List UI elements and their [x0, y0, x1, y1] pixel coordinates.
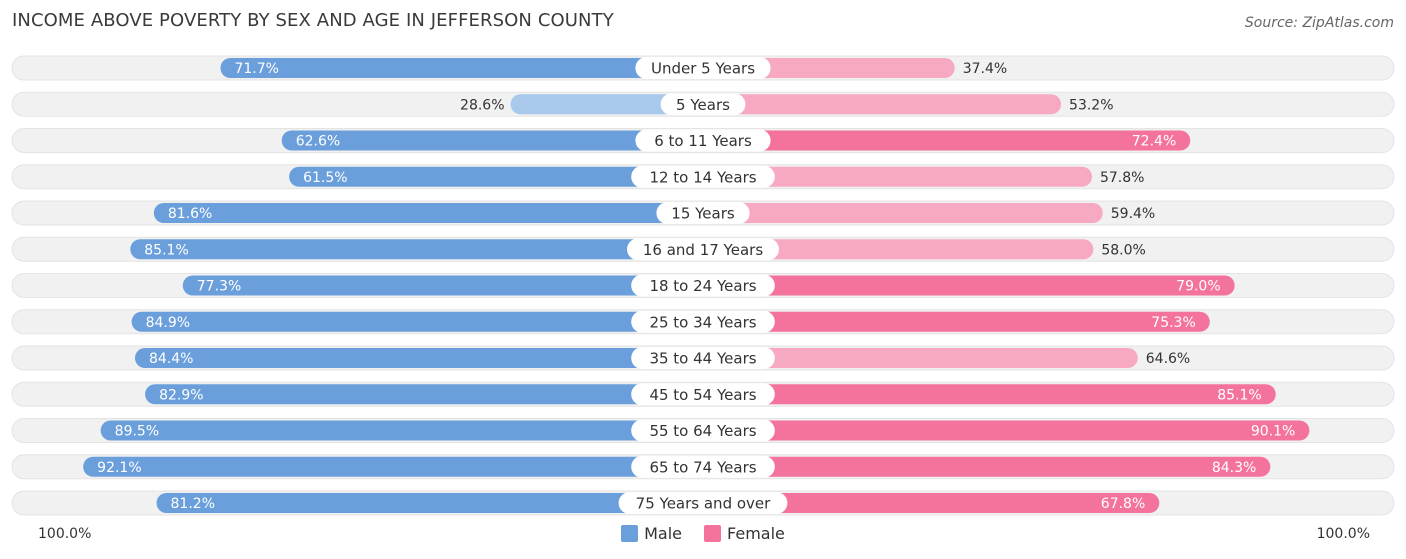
- category-pill: [631, 419, 775, 442]
- male-value-label: 84.9%: [146, 315, 190, 331]
- axis-left-label: 100.0%: [38, 526, 92, 542]
- male-value-label: 81.2%: [171, 496, 215, 512]
- category-label: 25 to 34 Years: [649, 313, 756, 331]
- female-value-label: 57.8%: [1100, 170, 1144, 186]
- female-value-label: 75.3%: [1151, 315, 1195, 331]
- bar-male: [156, 493, 704, 513]
- bar-male: [83, 456, 704, 477]
- bar-male: [220, 58, 704, 78]
- axis-right-label: 100.0%: [1316, 526, 1370, 542]
- bar-female: [703, 94, 1062, 115]
- category-pill: [656, 202, 750, 224]
- male-value-label: 82.9%: [159, 387, 203, 403]
- category-label: 15 Years: [671, 205, 735, 223]
- category-label: 45 to 54 Years: [649, 386, 756, 404]
- male-value-label: 81.6%: [168, 206, 212, 222]
- legend-label-male: Male: [644, 524, 683, 543]
- bar-male: [281, 130, 703, 151]
- male-value-label: 28.6%: [460, 97, 504, 113]
- female-value-label: 67.8%: [1101, 496, 1145, 512]
- female-value-label: 85.1%: [1217, 387, 1261, 403]
- bar-female: [703, 311, 1210, 332]
- male-value-label: 61.5%: [303, 170, 347, 186]
- bar-female: [703, 420, 1310, 441]
- bar-female: [703, 239, 1094, 260]
- bar-female: [703, 348, 1138, 368]
- bar-female: [703, 275, 1235, 296]
- female-value-label: 72.4%: [1132, 134, 1176, 150]
- category-label: 35 to 44 Years: [649, 350, 756, 368]
- bar-female: [703, 456, 1271, 477]
- bar-female: [703, 166, 1092, 187]
- category-pill: [635, 57, 771, 79]
- category-pill: [631, 274, 775, 297]
- female-value-label: 90.1%: [1251, 424, 1295, 440]
- bar-female: [703, 130, 1191, 151]
- bar-male: [182, 275, 703, 296]
- female-value-label: 79.0%: [1176, 279, 1220, 295]
- category-label: 55 to 64 Years: [649, 422, 756, 440]
- category-pill: [631, 347, 775, 369]
- female-value-label: 84.3%: [1212, 460, 1256, 476]
- legend-item-male[interactable]: Male: [621, 524, 682, 543]
- female-value-label: 37.4%: [963, 61, 1007, 77]
- male-value-label: 85.1%: [144, 242, 188, 258]
- legend-item-female[interactable]: Female: [704, 524, 785, 543]
- bar-male: [100, 420, 704, 441]
- male-value-label: 84.4%: [149, 351, 193, 367]
- bar-male: [153, 203, 703, 223]
- bar-male: [134, 348, 703, 368]
- category-label: 5 Years: [676, 96, 730, 114]
- legend: Male Female: [0, 524, 1406, 543]
- chart-title: INCOME ABOVE POVERTY BY SEX AND AGE IN J…: [12, 10, 614, 31]
- male-value-label: 92.1%: [97, 460, 141, 476]
- legend-swatch-male: [621, 525, 639, 542]
- legend-swatch-female: [704, 525, 722, 542]
- bar-male: [145, 384, 703, 405]
- category-label: 6 to 11 Years: [654, 132, 752, 150]
- source-credit: Source: ZipAtlas.com: [1244, 15, 1394, 31]
- category-pill: [627, 238, 779, 261]
- female-value-label: 64.6%: [1146, 351, 1190, 367]
- bar-chart: 71.7% 37.4% Under 5 Years 28.6% 53.2% 5 Years…: [11, 55, 1395, 516]
- bar-female: [703, 493, 1160, 513]
- bar-male: [510, 94, 703, 115]
- category-pill: [631, 165, 775, 188]
- category-pill: [631, 310, 775, 333]
- male-value-label: 89.5%: [115, 424, 159, 440]
- category-label: 65 to 74 Years: [649, 458, 756, 476]
- category-pill: [635, 129, 771, 152]
- category-label: 12 to 14 Years: [649, 168, 756, 186]
- bar-male: [131, 311, 704, 332]
- male-value-label: 62.6%: [296, 134, 340, 150]
- category-pill: [631, 383, 775, 406]
- female-value-label: 59.4%: [1111, 206, 1155, 222]
- bar-female: [703, 203, 1103, 223]
- bar-female: [703, 384, 1276, 405]
- legend-label-female: Female: [727, 524, 785, 543]
- category-pill: [618, 492, 788, 514]
- female-value-label: 58.0%: [1101, 242, 1145, 258]
- category-pill: [631, 455, 775, 478]
- category-pill: [660, 93, 746, 116]
- category-label: 16 and 17 Years: [643, 241, 763, 259]
- bar-male: [130, 239, 704, 260]
- category-label: 18 to 24 Years: [649, 277, 756, 295]
- category-label: 75 Years and over: [636, 495, 771, 513]
- bar-male: [289, 166, 703, 187]
- male-value-label: 77.3%: [197, 279, 241, 295]
- category-label: Under 5 Years: [651, 60, 755, 78]
- female-value-label: 53.2%: [1069, 97, 1113, 113]
- male-value-label: 71.7%: [234, 61, 278, 77]
